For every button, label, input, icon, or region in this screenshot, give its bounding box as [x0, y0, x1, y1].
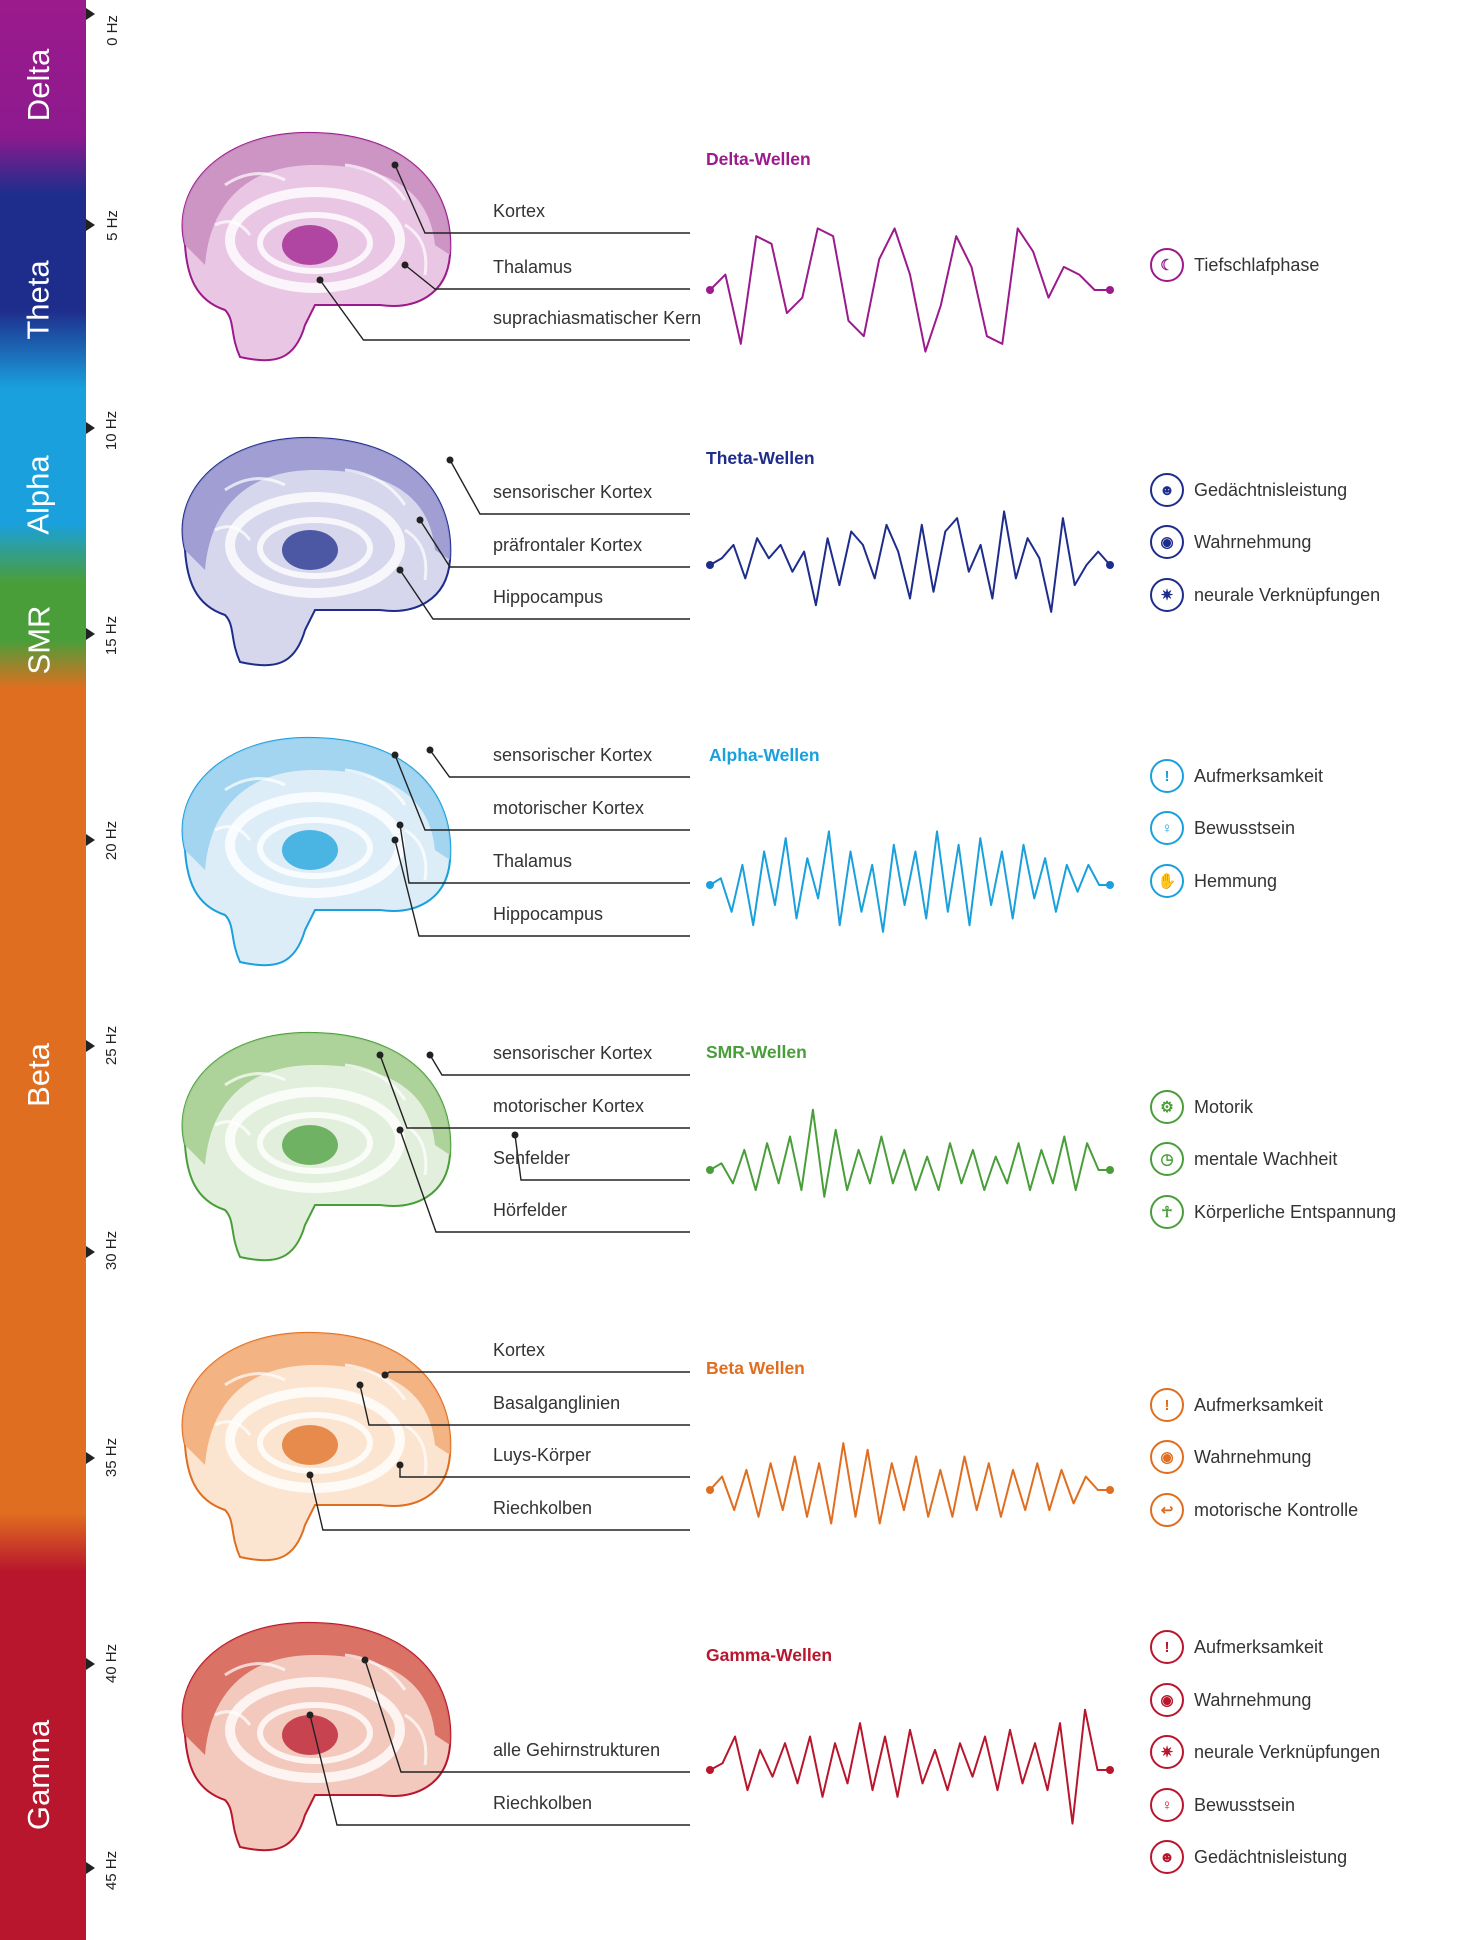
- function-item: ☥ Körperliche Entspannung: [1150, 1192, 1396, 1232]
- function-item: ◉ Wahrnehmung: [1150, 1437, 1311, 1477]
- function-item: ! Aufmerksamkeit: [1150, 1385, 1323, 1425]
- function-item: ✋ Hemmung: [1150, 861, 1277, 901]
- wave-line: [706, 227, 1114, 353]
- wave-title: Delta-Wellen: [706, 149, 811, 169]
- head-icon: ☻: [1150, 1840, 1184, 1874]
- function-item: ↩ motorische Kontrolle: [1150, 1490, 1358, 1530]
- structure-label: alle Gehirnstrukturen: [493, 1740, 661, 1760]
- function-item: ♀ Bewusstsein: [1150, 808, 1295, 848]
- hz-tick-marker: [86, 628, 95, 640]
- brain-illustration: [181, 1621, 452, 1852]
- lightbulb-icon: ♀: [1150, 811, 1184, 845]
- structure-label: Thalamus: [493, 257, 573, 277]
- brain-illustration: [181, 736, 452, 967]
- structure-label: motorischer Kortex: [493, 798, 645, 818]
- structure-label: Sehfelder: [493, 1148, 571, 1168]
- hz-tick-marker: [86, 1452, 95, 1464]
- neuron-icon: ✷: [1150, 1735, 1184, 1769]
- structure-label: Basalganglinien: [493, 1393, 621, 1413]
- neuron-icon: ✷: [1150, 578, 1184, 612]
- structure-label: präfrontaler Kortex: [493, 535, 643, 555]
- lightbulb-icon: ♀: [1150, 1788, 1184, 1822]
- structure-label: suprachiasmatischer Kern: [493, 308, 702, 328]
- exclamation-icon: !: [1150, 759, 1184, 793]
- label-leader-lines: [396, 456, 690, 620]
- hz-tick-marker: [86, 1658, 95, 1670]
- structure-label: motorischer Kortex: [493, 1096, 645, 1116]
- function-item: ☻ Gedächtnisleistung: [1150, 1837, 1347, 1877]
- label-leader-lines: [306, 1371, 690, 1531]
- structure-label: Riechkolben: [493, 1498, 593, 1518]
- wave-title: Beta Wellen: [706, 1358, 805, 1378]
- label-leader-lines: [391, 746, 690, 937]
- wave-line: [706, 510, 1114, 613]
- label-leader-lines: [316, 161, 690, 341]
- arm-icon: ↩: [1150, 1493, 1184, 1527]
- structure-label: Hippocampus: [493, 587, 604, 607]
- label-leader-lines: [376, 1051, 690, 1233]
- hz-tick-marker: [86, 8, 95, 20]
- wave-title: SMR-Wellen: [706, 1042, 807, 1062]
- brain-illustration: [181, 436, 452, 667]
- function-item: ♀ Bewusstsein: [1150, 1785, 1295, 1825]
- structure-label: Thalamus: [493, 851, 573, 871]
- hz-tick-marker: [86, 1862, 95, 1874]
- frequency-band: [0, 0, 86, 1940]
- structure-label: Kortex: [493, 201, 546, 221]
- structure-label: Riechkolben: [493, 1793, 593, 1813]
- eye-icon: ◉: [1150, 1683, 1184, 1717]
- wave-title: Theta-Wellen: [706, 448, 815, 468]
- head-icon: ☻: [1150, 473, 1184, 507]
- structure-label: Kortex: [493, 1340, 546, 1360]
- brain-illustration: [181, 131, 452, 362]
- wave-line: [706, 1442, 1114, 1525]
- function-item: ◷ mentale Wachheit: [1150, 1139, 1337, 1179]
- wave-line: [706, 830, 1114, 933]
- hz-tick-marker: [86, 834, 95, 846]
- wave-line: [706, 1708, 1114, 1825]
- function-item: ! Aufmerksamkeit: [1150, 1627, 1323, 1667]
- hand-icon: ✋: [1150, 864, 1184, 898]
- function-item: ◉ Wahrnehmung: [1150, 1680, 1311, 1720]
- structure-label: sensorischer Kortex: [493, 1043, 653, 1063]
- clock-icon: ◷: [1150, 1142, 1184, 1176]
- meditation-icon: ☥: [1150, 1195, 1184, 1229]
- function-item: ✷ neurale Verknüpfungen: [1150, 575, 1380, 615]
- eye-icon: ◉: [1150, 525, 1184, 559]
- function-item: ☾ Tiefschlafphase: [1150, 245, 1319, 285]
- function-item: ◉ Wahrnehmung: [1150, 522, 1311, 562]
- function-item: ✷ neurale Verknüpfungen: [1150, 1732, 1380, 1772]
- structure-label: Luys-Körper: [493, 1445, 592, 1465]
- exclamation-icon: !: [1150, 1388, 1184, 1422]
- wave-title: Gamma-Wellen: [706, 1645, 833, 1665]
- structure-label: sensorischer Kortex: [493, 482, 653, 502]
- structure-label: sensorischer Kortex: [493, 745, 653, 765]
- structure-label: Hippocampus: [493, 904, 604, 924]
- hz-tick-marker: [86, 1040, 95, 1052]
- hz-tick-marker: [86, 219, 95, 231]
- wave-title: Alpha-Wellen: [709, 745, 820, 765]
- wave-line: [706, 1108, 1114, 1198]
- function-item: ! Aufmerksamkeit: [1150, 756, 1323, 796]
- brain-illustration: [181, 1331, 452, 1562]
- function-item: ⚙ Motorik: [1150, 1087, 1253, 1127]
- label-leader-lines: [306, 1656, 690, 1826]
- hz-tick-label: 0 Hz: [103, 14, 121, 46]
- moon-icon: ☾: [1150, 248, 1184, 282]
- hz-tick-marker: [86, 422, 95, 434]
- gear-icon: ⚙: [1150, 1090, 1184, 1124]
- eye-icon: ◉: [1150, 1440, 1184, 1474]
- structure-label: Hörfelder: [493, 1200, 568, 1220]
- exclamation-icon: !: [1150, 1630, 1184, 1664]
- function-item: ☻ Gedächtnisleistung: [1150, 470, 1347, 510]
- hz-tick-marker: [86, 1246, 95, 1258]
